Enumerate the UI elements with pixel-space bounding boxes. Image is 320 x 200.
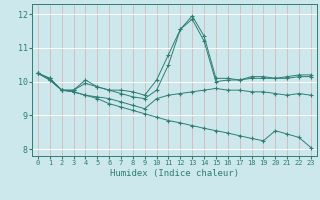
X-axis label: Humidex (Indice chaleur): Humidex (Indice chaleur) <box>110 169 239 178</box>
